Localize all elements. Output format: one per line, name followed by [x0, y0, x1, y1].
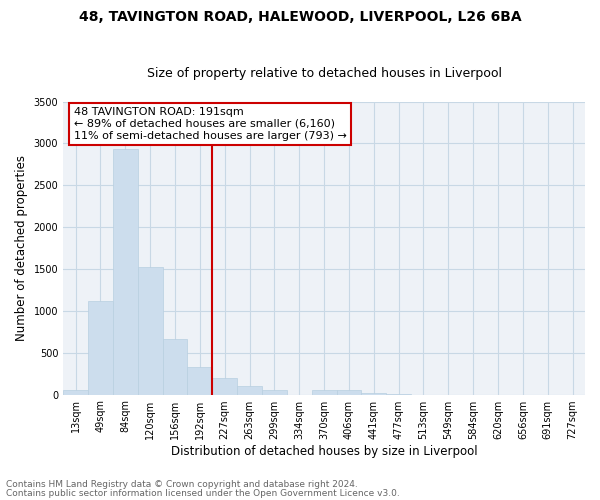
- X-axis label: Distribution of detached houses by size in Liverpool: Distribution of detached houses by size …: [171, 444, 478, 458]
- Bar: [88, 301, 113, 394]
- Text: Contains HM Land Registry data © Crown copyright and database right 2024.: Contains HM Land Registry data © Crown c…: [6, 480, 358, 489]
- Text: 48, TAVINGTON ROAD, HALEWOOD, LIVERPOOL, L26 6BA: 48, TAVINGTON ROAD, HALEWOOD, LIVERPOOL,…: [79, 10, 521, 24]
- Bar: [311, 390, 337, 394]
- Bar: [113, 149, 138, 394]
- Text: 48 TAVINGTON ROAD: 191sqm
← 89% of detached houses are smaller (6,160)
11% of se: 48 TAVINGTON ROAD: 191sqm ← 89% of detac…: [74, 108, 346, 140]
- Bar: [237, 386, 262, 394]
- Y-axis label: Number of detached properties: Number of detached properties: [15, 155, 28, 341]
- Bar: [212, 378, 237, 394]
- Bar: [63, 390, 88, 394]
- Title: Size of property relative to detached houses in Liverpool: Size of property relative to detached ho…: [146, 66, 502, 80]
- Bar: [163, 340, 187, 394]
- Bar: [187, 367, 212, 394]
- Text: Contains public sector information licensed under the Open Government Licence v3: Contains public sector information licen…: [6, 488, 400, 498]
- Bar: [337, 390, 361, 394]
- Bar: [361, 393, 386, 394]
- Bar: [262, 390, 287, 394]
- Bar: [138, 268, 163, 394]
